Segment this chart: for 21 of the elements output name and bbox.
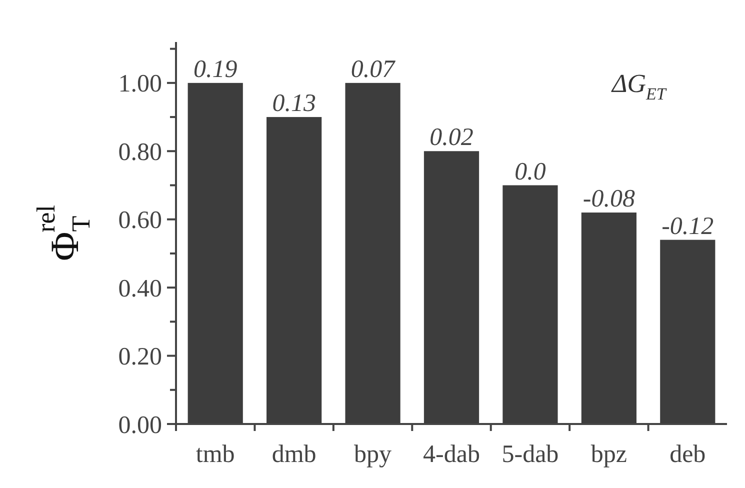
x-tick-label: bpy	[354, 441, 392, 468]
y-tick-label: 0.40	[118, 275, 162, 302]
x-tick-label: dmb	[272, 441, 316, 468]
x-tick-label: deb	[670, 441, 706, 468]
y-tick-label: 1.00	[118, 70, 162, 98]
y-tick-label: 0.00	[118, 412, 162, 439]
annotation: -0.08	[582, 186, 636, 213]
y-tick-label: 0.60	[118, 207, 162, 234]
annotation: 0.13	[272, 90, 316, 118]
annotation: -0.12	[662, 212, 714, 240]
annotation: 0.07	[350, 56, 396, 83]
x-tick-label: tmb	[196, 441, 235, 468]
x-tick-label: 5-dab	[502, 441, 559, 468]
annotation: ΔG$_{ET}$	[611, 69, 668, 104]
y-tick-label: 0.80	[118, 138, 162, 166]
y-tick-label: 0.20	[118, 344, 162, 371]
x-tick-label: 4-dab	[423, 441, 480, 468]
annotation: 0.0	[514, 158, 546, 186]
annotation: 0.02	[430, 124, 474, 152]
x-tick-label: bpz	[590, 441, 627, 468]
annotation: 0.19	[193, 56, 238, 83]
